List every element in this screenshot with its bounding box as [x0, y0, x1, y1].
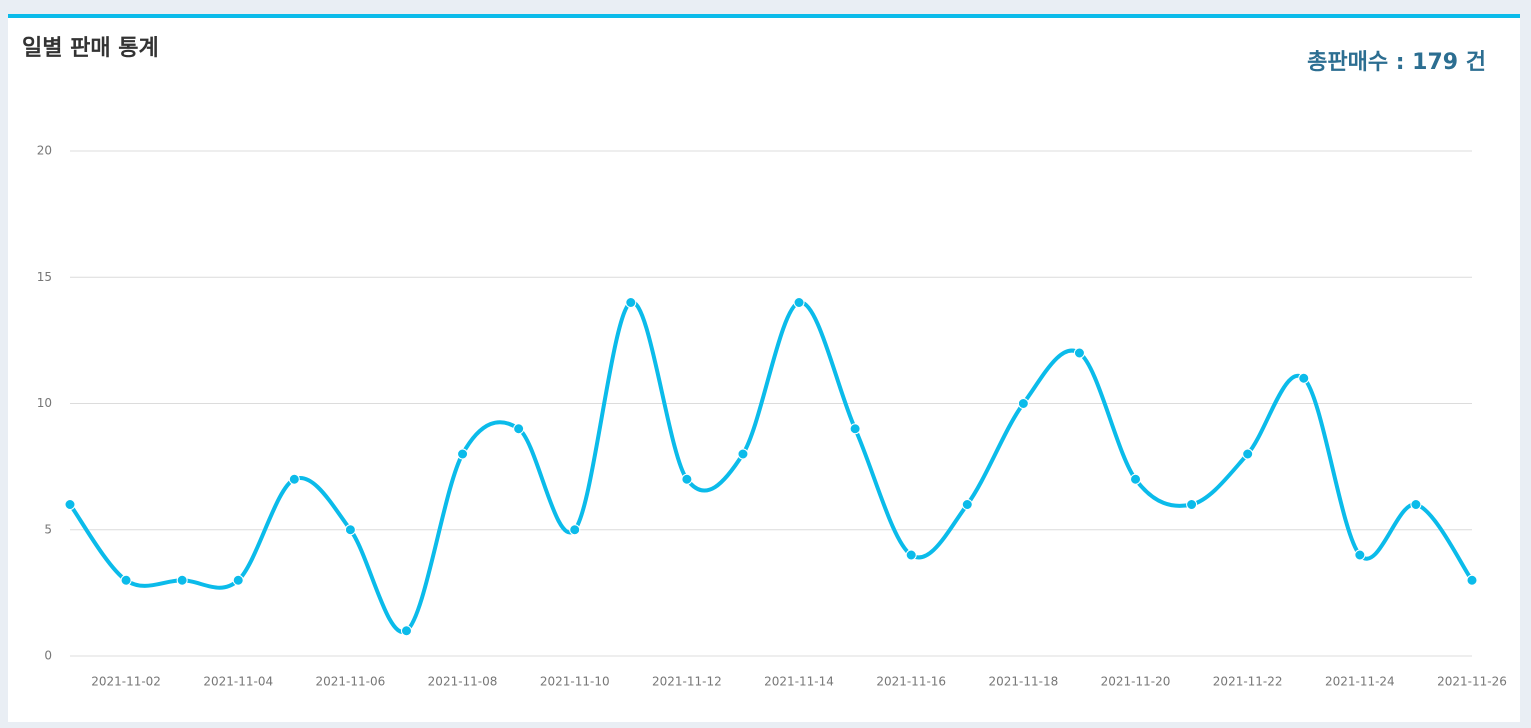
- card-title: 일별 판매 통계: [22, 36, 159, 61]
- data-point: [1410, 499, 1422, 510]
- data-point: [1354, 549, 1366, 561]
- x-tick-label: 2021-11-22: [1213, 675, 1283, 689]
- y-tick-label: 5: [44, 522, 52, 536]
- data-point: [905, 549, 917, 561]
- data-point: [1466, 574, 1478, 586]
- data-point: [737, 448, 749, 460]
- x-tick-label: 2021-11-10: [540, 675, 610, 689]
- data-point: [793, 297, 805, 308]
- x-tick-label: 2021-11-14: [764, 675, 834, 689]
- data-point: [1073, 347, 1085, 359]
- data-point: [176, 574, 188, 586]
- data-point: [1130, 473, 1142, 485]
- data-point: [120, 574, 132, 586]
- x-tick-label: 2021-11-26: [1437, 675, 1507, 689]
- x-tick-label: 2021-11-06: [316, 675, 386, 689]
- data-point: [232, 574, 244, 586]
- data-point: [961, 499, 973, 510]
- y-tick-label: 15: [37, 270, 52, 284]
- data-point: [1242, 448, 1254, 460]
- data-point: [513, 423, 525, 435]
- x-tick-label: 2021-11-02: [91, 675, 161, 689]
- x-tick-label: 2021-11-16: [876, 675, 946, 689]
- data-point: [849, 423, 861, 435]
- x-tick-label: 2021-11-08: [428, 675, 498, 689]
- data-point: [1017, 398, 1029, 409]
- y-tick-label: 0: [44, 649, 52, 663]
- data-point: [1186, 499, 1198, 510]
- y-tick-label: 10: [37, 396, 52, 410]
- card: 일별 판매 통계 총판매수 : 179 건: [8, 14, 1520, 722]
- x-tick-label: 2021-11-12: [652, 675, 722, 689]
- x-tick-label: 2021-11-04: [203, 675, 273, 689]
- data-point: [569, 524, 581, 536]
- data-line: [68, 300, 1474, 634]
- data-point: [457, 448, 469, 460]
- data-point: [1298, 372, 1310, 384]
- total-sales: 총판매수 : 179 건: [1307, 50, 1486, 75]
- data-point: [288, 473, 300, 485]
- x-tick-label: 2021-11-20: [1101, 675, 1171, 689]
- x-tick-label: 2021-11-18: [988, 675, 1058, 689]
- data-point: [64, 499, 76, 510]
- data-point: [400, 625, 412, 637]
- data-point: [625, 297, 637, 308]
- y-tick-label: 20: [37, 144, 52, 158]
- data-point: [344, 524, 356, 536]
- x-tick-label: 2021-11-24: [1325, 675, 1395, 689]
- data-point: [681, 473, 693, 485]
